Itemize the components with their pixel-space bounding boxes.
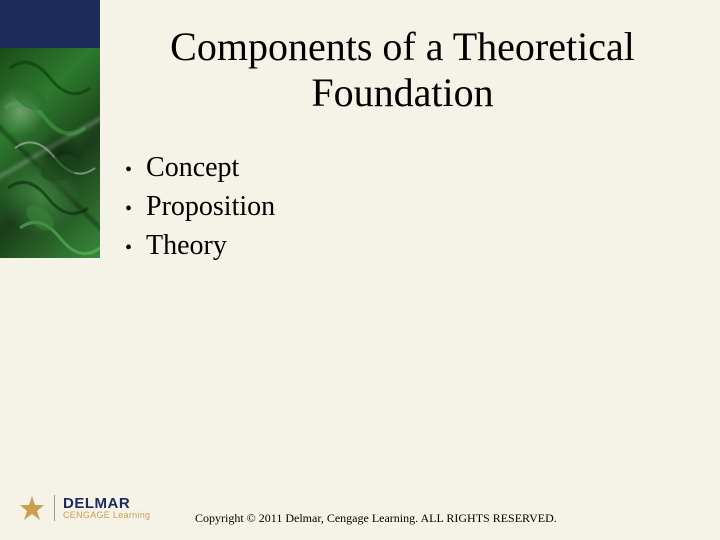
bullet-text: Concept	[146, 148, 239, 187]
star-icon	[18, 494, 46, 522]
slide-title: Components of a Theoretical Foundation	[105, 24, 700, 116]
bullet-item: • Theory	[125, 226, 690, 265]
logo-primary-text: DELMAR	[63, 496, 150, 511]
sidebar-decorative-image	[0, 48, 100, 258]
bullet-marker: •	[125, 195, 132, 223]
bullet-item: • Concept	[125, 148, 690, 187]
logo-secondary-text: CENGAGE Learning	[63, 511, 150, 520]
top-accent-bar	[0, 0, 100, 48]
bullet-item: • Proposition	[125, 187, 690, 226]
bullet-text: Theory	[146, 226, 227, 265]
bullet-marker: •	[125, 234, 132, 262]
bullet-list: • Concept • Proposition • Theory	[125, 148, 690, 266]
bullet-text: Proposition	[146, 187, 275, 226]
bullet-marker: •	[125, 156, 132, 184]
logo-divider	[54, 495, 55, 521]
publisher-logo: DELMAR CENGAGE Learning	[18, 494, 150, 522]
logo-text-block: DELMAR CENGAGE Learning	[63, 496, 150, 520]
copyright-notice: Copyright © 2011 Delmar, Cengage Learnin…	[195, 511, 557, 526]
